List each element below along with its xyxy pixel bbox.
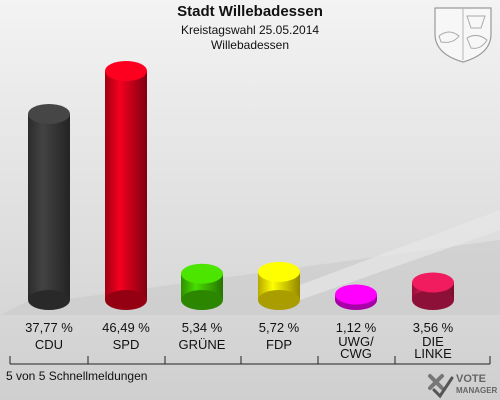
bar-base [258, 290, 300, 310]
nrw-coat-of-arms-icon [434, 7, 492, 63]
bar-top [28, 103, 70, 124]
category-ticks [9, 356, 491, 364]
bar-spd [105, 61, 147, 310]
bar-base [28, 290, 70, 310]
chart-subtitle-election: Kreistagswahl 25.05.2014 [180, 23, 320, 37]
bar-top [335, 284, 377, 305]
category-label-fdp: FDP [266, 337, 292, 352]
bar-base [412, 290, 454, 310]
votemanager-logo-icon: VOTE MANAGER [428, 373, 498, 399]
category-label-cdu: CDU [35, 337, 63, 352]
chart-title: Stadt Willebadessen [177, 3, 323, 20]
value-label-fdp: 5,72 % [259, 320, 300, 335]
bar-cdu [28, 103, 70, 310]
bar-base [181, 290, 223, 310]
category-label-spd: SPD [113, 337, 140, 352]
bars-group: 37,77 % CDU 46,49 % SPD 5,34 % GRÜNE 5,72 % FDP… [25, 61, 454, 361]
category-label-die-linke: DIE LINKE [414, 334, 452, 361]
bar-body [105, 71, 147, 300]
bar-gr-ne [181, 263, 223, 310]
bar-die-linke [412, 272, 454, 310]
floor-highlight [260, 210, 500, 300]
value-label-gr-ne: 5,34 % [182, 320, 223, 335]
category-label-gr-ne: GRÜNE [179, 337, 226, 352]
footer-status: 5 von 5 Schnellmeldungen [6, 369, 148, 383]
bar-top [105, 61, 147, 81]
chart-subtitle-place: Willebadessen [210, 38, 290, 52]
brand-line2: MANAGER [456, 386, 498, 395]
bar-base [105, 290, 147, 310]
bar-top [181, 263, 223, 284]
bar-uwg-cwg [335, 284, 377, 310]
value-label-spd: 46,49 % [102, 320, 150, 335]
bar-body [28, 113, 70, 300]
category-label-uwg-cwg: UWG/CWG [338, 334, 374, 361]
bar-fdp [258, 261, 300, 310]
bar-top [412, 272, 454, 293]
brand-line1: VOTE [456, 373, 486, 385]
bar-top [258, 261, 300, 282]
value-label-cdu: 37,77 % [25, 320, 73, 335]
value-label-die-linke: 3,56 % [413, 320, 454, 335]
value-label-uwg-cwg: 1,12 % [336, 320, 377, 335]
